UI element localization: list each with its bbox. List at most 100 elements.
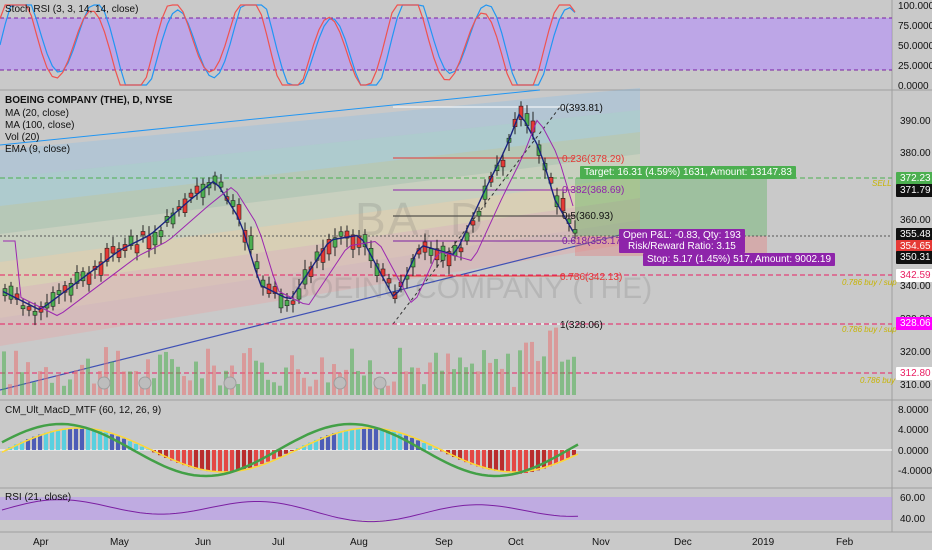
macd-histogram-bar — [164, 450, 168, 458]
ma20-legend[interactable]: MA (20, close) — [5, 108, 69, 119]
macd-histogram-bar — [104, 432, 108, 450]
candle-body — [98, 261, 104, 276]
fib-label-0: 0(393.81) — [560, 103, 603, 114]
macd-histogram-bar — [224, 450, 228, 472]
macd-histogram-bar — [68, 428, 72, 450]
volume-bar — [68, 379, 72, 395]
price-tick: 310.00 — [900, 380, 931, 391]
buy-note-1: 0.786 buy / sup — [842, 278, 897, 287]
volume-bar — [128, 371, 132, 395]
volume-bar — [386, 385, 390, 395]
volume-bar — [548, 330, 552, 395]
volume-bar — [32, 382, 36, 395]
candle-body — [158, 230, 164, 238]
ma-line — [3, 119, 574, 317]
rsi-title[interactable]: RSI (21, close) — [5, 492, 72, 503]
volume-bar — [308, 386, 312, 395]
volume-bar — [392, 381, 396, 395]
stoch-d-line — [0, 4, 576, 86]
candle-body — [428, 248, 434, 256]
price-tick: 390.00 — [900, 116, 931, 127]
event-marker-icon — [138, 376, 152, 390]
volume-bar — [104, 347, 108, 395]
event-marker-icon — [223, 376, 237, 390]
volume-bar — [362, 375, 366, 395]
macd-title[interactable]: CM_Ult_MacD_MTF (60, 12, 26, 9) — [5, 405, 162, 416]
ema9-legend[interactable]: EMA (9, close) — [5, 144, 71, 155]
macd-histogram-bar — [272, 450, 276, 460]
macd-histogram-bar — [74, 428, 78, 450]
candle-body — [230, 200, 236, 207]
target-zone — [575, 178, 767, 236]
macd-histogram-bar — [320, 437, 324, 450]
time-tick: Feb — [836, 537, 854, 548]
channel-band — [0, 198, 640, 318]
macd-histogram-bar — [416, 440, 420, 450]
candle-body — [254, 261, 260, 270]
time-tick: Aug — [350, 537, 368, 548]
candle-body — [170, 212, 176, 225]
volume-bar — [506, 353, 510, 395]
macd-histogram-bar — [188, 450, 192, 468]
target-label[interactable]: Target: 16.31 (4.59%) 1631, Amount: 1314… — [580, 166, 796, 179]
stoch-rsi-title[interactable]: Stoch RSI (3, 3, 14, 14, close) — [5, 4, 139, 15]
volume-bar — [194, 361, 198, 395]
candle-body — [56, 290, 62, 295]
volume-bar — [44, 367, 48, 395]
stop-label[interactable]: Stop: 5.17 (1.45%) 517, Amount: 9002.19 — [643, 253, 836, 266]
vol-legend[interactable]: Vol (20) — [5, 132, 40, 143]
candle-body — [572, 229, 578, 234]
macd-histogram-bar — [524, 450, 528, 474]
volume-bar — [206, 348, 210, 395]
macd-histogram-bar — [260, 450, 264, 465]
time-tick: Jun — [195, 537, 212, 548]
macd-tick: -4.0000 — [898, 466, 932, 477]
macd-histogram-bar — [32, 436, 36, 450]
channel-top-line — [0, 89, 541, 146]
macd-histogram-bar — [14, 444, 18, 450]
volume-bar — [524, 342, 528, 395]
volume-bar — [494, 358, 498, 395]
volume-bar — [410, 367, 414, 395]
rsi-tick: 60.00 — [900, 493, 926, 504]
macd-histogram-bar — [512, 450, 516, 472]
macd-histogram-bar — [20, 441, 24, 450]
fib-label-0618: 0.618(353.17) — [562, 236, 625, 247]
macd-histogram-bar — [110, 434, 114, 450]
ma100-legend[interactable]: MA (100, close) — [5, 120, 75, 131]
candle-body — [446, 251, 452, 267]
watermark-ticker: BA, D — [355, 193, 486, 245]
candle-body — [14, 293, 20, 300]
volume-bar — [218, 385, 222, 395]
volume-bar — [542, 356, 546, 395]
stoch-tick: 0.0000 — [898, 81, 929, 92]
volume-bar — [50, 382, 54, 395]
main-pane-title[interactable]: BOEING COMPANY (THE), D, NYSE — [5, 95, 173, 106]
macd-histogram-bar — [500, 450, 504, 472]
volume-bar — [278, 385, 282, 395]
fib-label-0786: 0.786(342.13) — [560, 272, 623, 283]
candle-body — [290, 300, 296, 305]
macd-tick: 8.0000 — [898, 405, 929, 416]
macd-histogram-bar — [506, 450, 510, 472]
event-marker-icon — [373, 376, 387, 390]
channel-band — [0, 110, 640, 206]
macd-histogram-bar — [134, 443, 138, 450]
candle-body — [350, 234, 356, 250]
candle-body — [326, 239, 332, 255]
volume-bar — [554, 327, 558, 395]
macd-histogram-bar — [308, 442, 312, 450]
volume-bar — [146, 359, 150, 395]
candle-body — [296, 288, 302, 300]
volume-bar — [62, 385, 66, 395]
open-pnl-label[interactable]: Open P&L: -0.83, Qty: 193 Risk/Reward Ra… — [619, 229, 745, 253]
volume-bar — [212, 365, 216, 395]
volume-bar — [428, 362, 432, 395]
macd-histogram-bar — [518, 450, 522, 474]
volume-bar — [560, 361, 564, 395]
volume-bar — [446, 353, 450, 395]
macd-tick: 4.0000 — [898, 425, 929, 436]
candle-body — [74, 272, 80, 284]
volume-bar — [110, 361, 114, 395]
